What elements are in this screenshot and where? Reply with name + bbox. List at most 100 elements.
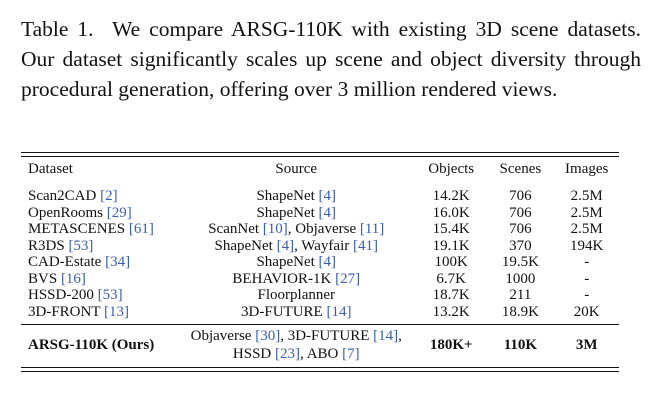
- source-cell: ShapeNet [4]: [176, 183, 416, 205]
- objects-cell: 180K+: [429, 337, 473, 353]
- citation: [4]: [318, 254, 337, 270]
- images-cell: -: [584, 287, 590, 303]
- table-row: METASCENES [61] ScanNet [10], Objaverse […: [21, 221, 619, 238]
- dataset-cell: Scan2CAD [2]: [21, 183, 176, 205]
- citation: [14]: [326, 303, 352, 320]
- dataset-cell: 3D-FRONT [13]: [21, 304, 176, 325]
- mid-rule: [21, 324, 619, 325]
- dataset-cell: OpenRooms [29]: [21, 205, 176, 222]
- images-cell: 20K: [573, 303, 600, 320]
- images-cell: -: [584, 254, 590, 270]
- source-text: ShapeNet: [256, 254, 319, 270]
- scenes-cell: 706: [509, 221, 532, 237]
- header-dataset: Dataset: [28, 161, 73, 177]
- table-row: CAD-Estate [34] ShapeNet [4] 100K 19.5K -: [21, 254, 619, 271]
- citation: [11]: [359, 221, 385, 237]
- images-cell: 194K: [570, 237, 604, 254]
- citation: [30]: [255, 328, 281, 344]
- source-text: ShapeNet: [256, 204, 319, 221]
- dataset-name: 3D-FRONT: [28, 303, 104, 320]
- citation: [61]: [128, 221, 154, 237]
- source-cell: 3D-FUTURE [14]: [176, 304, 416, 325]
- source-text: Objaverse: [190, 328, 256, 344]
- images-cell: 2.5M: [570, 204, 603, 221]
- citation: [14]: [373, 328, 399, 344]
- caption-label: Table 1.: [21, 17, 94, 41]
- dataset-name: OpenRooms: [28, 204, 107, 221]
- dataset-name: R3DS: [28, 237, 69, 254]
- separator-cell: [21, 324, 619, 325]
- scenes-cell: 370: [509, 237, 532, 254]
- scenes-cell: 110K: [503, 337, 538, 353]
- source-text: ScanNet: [208, 221, 263, 237]
- source-text: 3D-FUTURE: [241, 303, 327, 320]
- table-row: BVS [16] BEHAVIOR-1K [27] 6.7K 1000-: [21, 271, 619, 288]
- source-text: ShapeNet: [256, 188, 319, 204]
- citation: [13]: [103, 303, 129, 320]
- top-rule: [21, 152, 619, 157]
- table-caption: Table 1. We compare ARSG-110K with exist…: [21, 14, 641, 104]
- dataset-cell: HSSD-200 [53]: [21, 287, 176, 304]
- images-cell: -: [584, 270, 590, 287]
- images-cell: 3M: [575, 337, 598, 353]
- source-text: HSSD: [232, 346, 276, 362]
- header-source: Source: [275, 161, 318, 177]
- source-cell: ShapeNet [4]: [176, 205, 416, 222]
- table-row: Scan2CAD [2] ShapeNet [4] 14.2K 706 2.5M: [21, 183, 619, 205]
- citation: [7]: [342, 346, 360, 362]
- dataset-cell: ARSG-110K (Ours): [28, 337, 155, 353]
- citation: [4]: [276, 237, 295, 254]
- images-cell: 2.5M: [570, 188, 603, 204]
- citation: [10]: [262, 221, 288, 237]
- scenes-cell: 706: [509, 188, 532, 204]
- caption-text: We compare ARSG-110K with existing 3D sc…: [21, 17, 641, 101]
- source-cell: BEHAVIOR-1K [27]: [176, 271, 416, 288]
- scenes-cell: 706: [509, 204, 532, 221]
- objects-cell: 19.1K: [432, 237, 470, 254]
- comparison-table: Dataset Source Objects Scenes Images Sca…: [21, 152, 619, 372]
- citation: [2]: [100, 188, 118, 204]
- dataset-cell: CAD-Estate [34]: [21, 254, 176, 271]
- table-body: Scan2CAD [2] ShapeNet [4] 14.2K 706 2.5M Open…: [21, 183, 619, 367]
- dataset-name: CAD-Estate: [28, 254, 106, 270]
- citation: [4]: [318, 204, 337, 221]
- dataset-name: Scan2CAD: [28, 188, 101, 204]
- bottom-rule: [21, 367, 619, 372]
- objects-cell: 18.7K: [432, 287, 470, 303]
- source-line-1: Objaverse [30], 3D-FUTURE [14],: [179, 327, 413, 345]
- source-cell: ShapeNet [4]: [176, 254, 416, 271]
- citation: [53]: [68, 237, 94, 254]
- source-cell: ShapeNet [4], Wayfair [41]: [176, 238, 416, 255]
- table-row: R3DS [53] ShapeNet [4], Wayfair [41] 19.1K…: [21, 238, 619, 255]
- source-text: Floorplanner: [257, 287, 335, 303]
- dataset-name: HSSD-200: [28, 287, 98, 303]
- objects-cell: 15.4K: [432, 221, 470, 237]
- citation: [16]: [60, 270, 86, 287]
- citation: [4]: [318, 188, 337, 204]
- scenes-cell: 18.9K: [501, 303, 539, 320]
- objects-cell: 14.2K: [432, 188, 470, 204]
- citation: [27]: [335, 270, 361, 287]
- source-text: , 3D-FUTURE: [280, 328, 374, 344]
- source-line-2: HSSD [23], ABO [7]: [179, 345, 413, 363]
- table-row: OpenRooms [29] ShapeNet [4] 16.0K 706 2.5M: [21, 205, 619, 222]
- scenes-cell: 211: [509, 287, 532, 303]
- source-text: , ABO: [300, 346, 343, 362]
- citation: [23]: [275, 346, 301, 362]
- objects-cell: 16.0K: [432, 204, 470, 221]
- separator-row: [21, 324, 619, 325]
- source-cell: ScanNet [10], Objaverse [11]: [176, 221, 416, 238]
- dataset-name: METASCENES: [28, 221, 129, 237]
- citation: [53]: [97, 287, 123, 303]
- objects-cell: 6.7K: [436, 270, 466, 287]
- dataset-cell: R3DS [53]: [21, 238, 176, 255]
- citation: [29]: [106, 204, 132, 221]
- citation: [34]: [105, 254, 131, 270]
- table-row: 3D-FRONT [13] 3D-FUTURE [14] 13.2K 18.9K 20K: [21, 304, 619, 325]
- dataset-cell: BVS [16]: [21, 271, 176, 288]
- images-cell: 2.5M: [570, 221, 603, 237]
- dataset-name: BVS: [28, 270, 61, 287]
- header-row: Dataset Source Objects Scenes Images: [21, 157, 619, 183]
- objects-cell: 100K: [434, 254, 468, 270]
- source-text: BEHAVIOR-1K: [232, 270, 336, 287]
